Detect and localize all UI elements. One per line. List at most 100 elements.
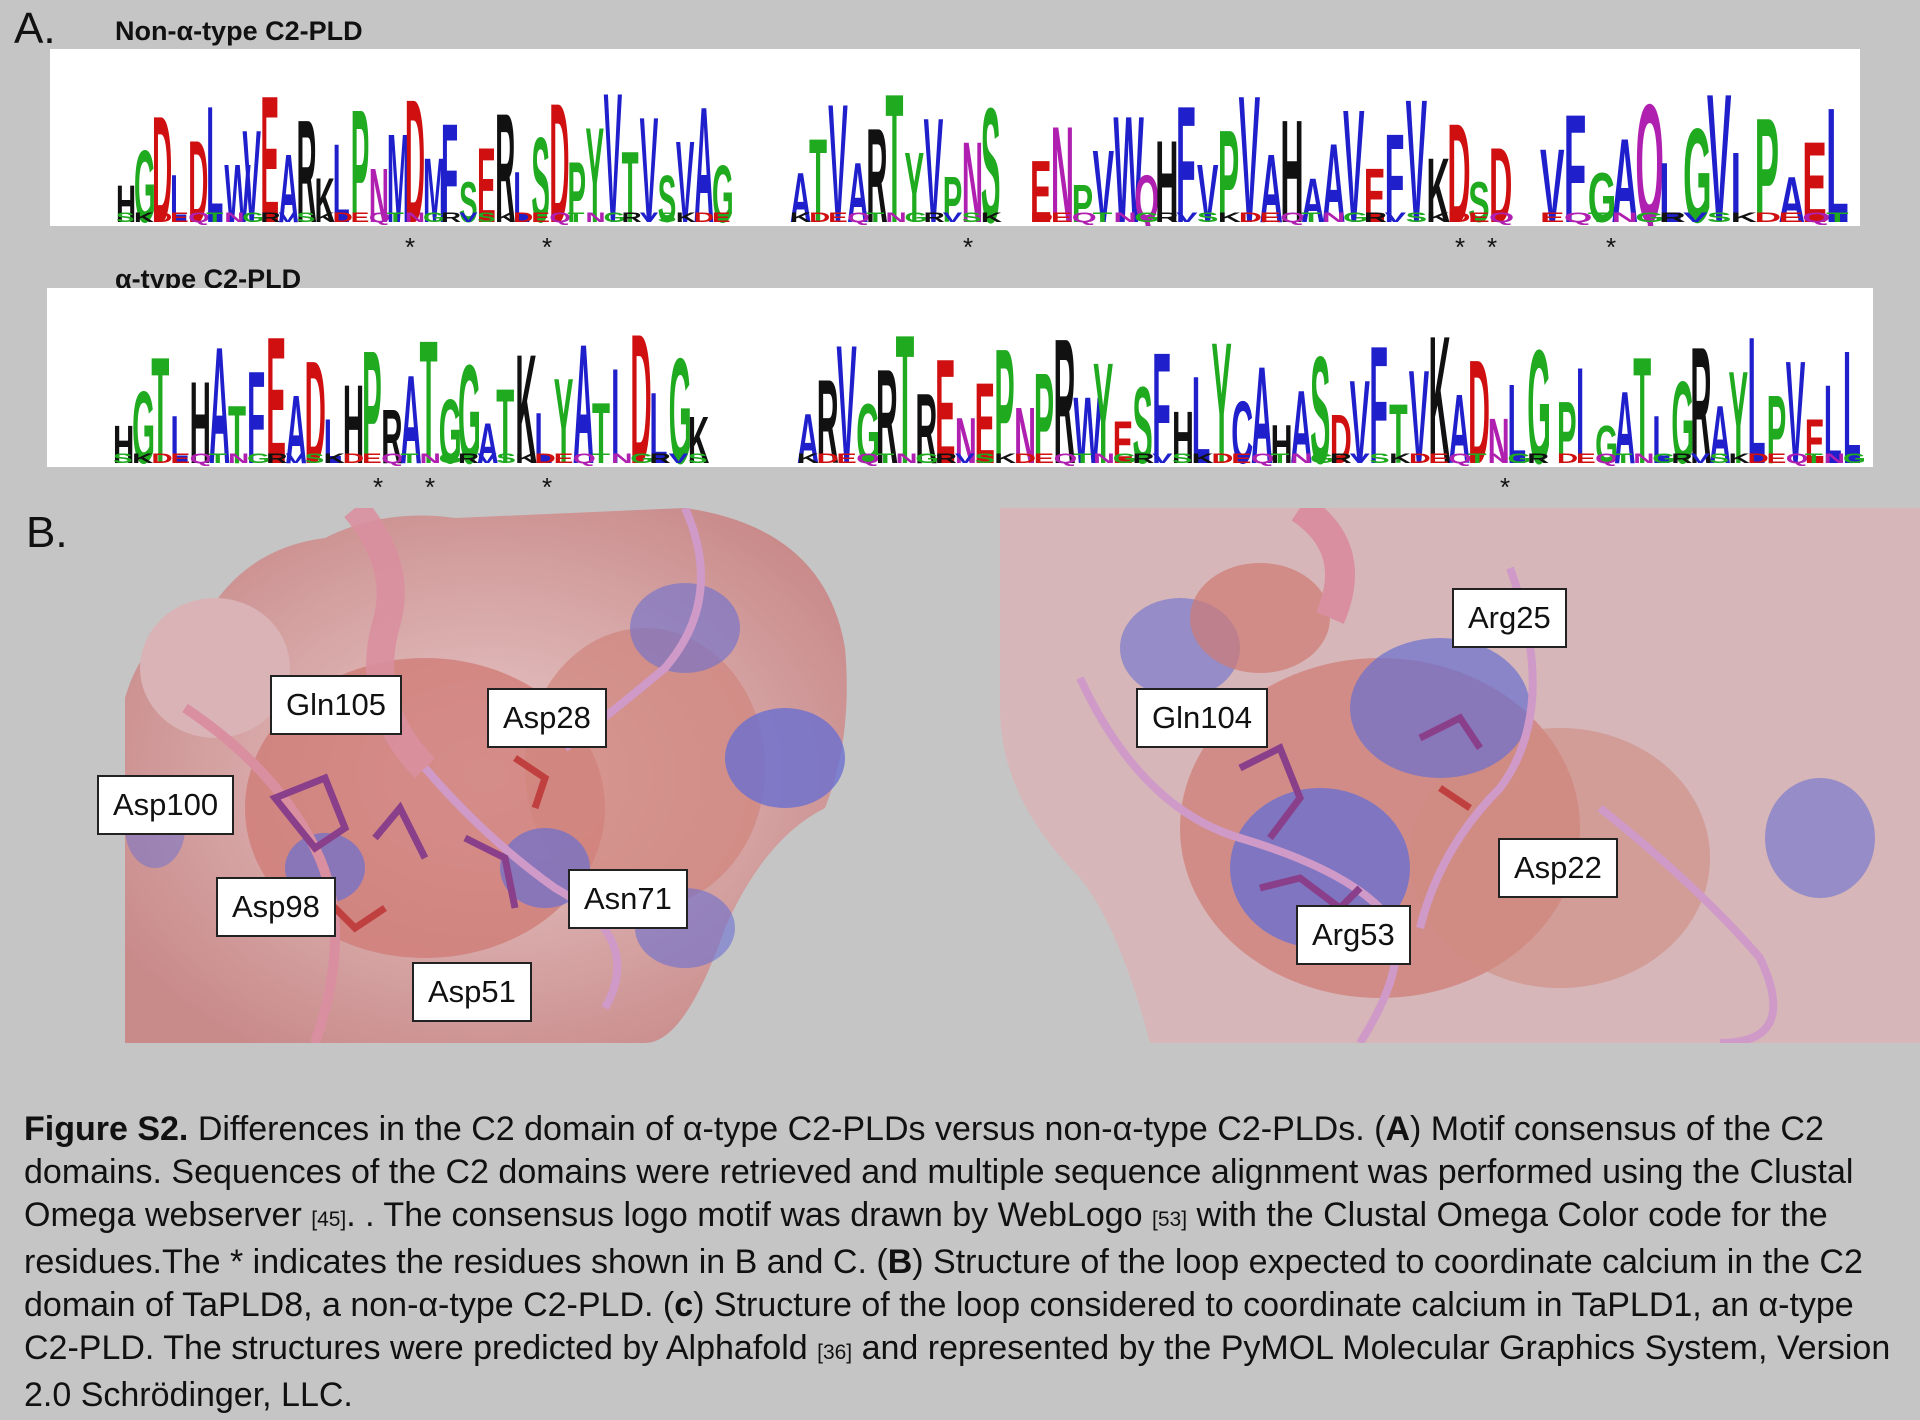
logo-residue: H	[1280, 91, 1303, 226]
logo-residue-minor: N	[1633, 450, 1654, 466]
logo-residue-minor: T	[567, 209, 585, 225]
logo-residue: G	[1527, 316, 1551, 467]
logo-residue-minor: S	[1197, 210, 1218, 225]
logo-residue: R	[915, 372, 937, 467]
logo-residue: A	[1251, 339, 1273, 467]
logo-residue: L	[1652, 403, 1670, 467]
logo-residue: Q	[1635, 69, 1664, 226]
logo-residue: V	[1239, 58, 1260, 226]
logo-residue-minor: G	[905, 209, 928, 225]
logo-residue: A	[694, 74, 714, 226]
logo-residue: L	[206, 73, 223, 226]
logo-residue: V	[924, 87, 944, 226]
logo-residue-minor: E	[1260, 210, 1281, 225]
logo-residue-minor: V	[477, 450, 497, 466]
logo-residue: N	[1488, 406, 1510, 467]
logo1-title: Non-α-type C2-PLD	[115, 16, 363, 46]
residue-label-gln105: Gln105	[270, 675, 402, 735]
logo-residue-minor: G	[604, 209, 626, 225]
logo-residue: N	[1014, 390, 1036, 467]
logo-residue-minor: E	[1576, 450, 1596, 466]
logo-residue-minor: E	[836, 451, 856, 466]
logo-residue-minor: Q	[1489, 210, 1514, 225]
logo-residue-minor: K	[797, 451, 819, 466]
logo-residue-minor: K	[134, 209, 154, 225]
residue-label-asp98: Asp98	[216, 877, 336, 937]
logo-residue-minor: K	[790, 209, 812, 225]
logo-residue: V	[1409, 343, 1429, 467]
logo-residue: A	[285, 376, 306, 467]
logo-residue: P	[1218, 104, 1239, 226]
logo-residue: E	[1364, 151, 1385, 226]
logo-residue: V	[242, 104, 261, 226]
logo-residue-minor: K	[1218, 210, 1241, 225]
logo-residue: T	[885, 56, 903, 226]
logo-residue-minor: N	[420, 450, 441, 466]
logo-residue: D	[630, 297, 651, 467]
logo-residue-minor: R	[1364, 210, 1387, 225]
logo-residue: T	[1633, 327, 1651, 467]
logo-residue-minor: G	[1134, 210, 1159, 225]
logo-residue: V	[1093, 130, 1115, 226]
residue-label-asp22: Asp22	[1498, 838, 1618, 898]
logo-residue: T	[809, 113, 827, 226]
logo-residue-minor: D	[1447, 210, 1470, 225]
logo-residue: P	[994, 314, 1014, 467]
logo-residue-minor: K	[1427, 210, 1450, 225]
logo-residue-minor: D	[809, 209, 830, 225]
logo-residue-minor: V	[955, 451, 976, 466]
logo-residue: H	[190, 359, 211, 467]
logo-residue: A	[1778, 164, 1804, 226]
logo-residue: T	[1389, 389, 1408, 467]
logo-residue: L	[1843, 317, 1861, 467]
logo-residue-minor: S	[305, 450, 325, 466]
logo-residue-minor: K	[324, 450, 346, 466]
logo-residue: A	[209, 314, 230, 467]
logo-residue: F	[247, 344, 265, 467]
logo-residue: G	[669, 328, 692, 467]
logo-residue-minor: G	[247, 450, 270, 466]
logo-residue-minor: N	[405, 209, 425, 225]
logo-residue: A	[1301, 165, 1324, 226]
logo-residue-minor: G	[1652, 450, 1675, 466]
logo-residue-minor: N	[224, 209, 244, 225]
residue-label-asp51: Asp51	[412, 962, 532, 1022]
logo-residue: S	[981, 73, 1001, 226]
logo-residue-minor: V	[1176, 210, 1198, 225]
logo-residue-minor: T	[400, 450, 418, 466]
star-marker: *	[373, 472, 384, 502]
logo-residue: C	[1231, 384, 1253, 467]
logo-residue: H	[343, 363, 364, 467]
logo-residue: T	[622, 131, 639, 226]
logo-residue: V	[1786, 331, 1806, 467]
logo-residue-minor: K	[495, 209, 515, 225]
logo-residue-minor: K	[676, 209, 696, 225]
residue-label-arg53: Arg53	[1296, 905, 1411, 965]
logo-residue: E	[1805, 408, 1825, 467]
logo-residue-minor: V	[1683, 209, 1708, 225]
logo-residue: Y	[586, 99, 605, 226]
logo-residue: F	[1369, 311, 1388, 467]
logo-residue: A	[573, 308, 594, 467]
logo-residue: S	[1133, 364, 1153, 467]
residue-label-asp28: Asp28	[487, 688, 607, 748]
logo-residue-minor: E	[1034, 451, 1054, 466]
logo-residue: E	[477, 125, 496, 226]
logo-residue: L	[170, 403, 188, 467]
logo-residue: K	[515, 321, 536, 467]
logo-residue-minor: T	[1614, 450, 1632, 466]
logo-residue-minor: N	[885, 209, 906, 225]
logo-residue: H	[1271, 415, 1293, 467]
logo-residue-minor: S	[1369, 451, 1389, 466]
logo-residue-minor: D	[343, 450, 364, 466]
logo-residue-minor: K	[132, 450, 154, 466]
logo-residue: S	[459, 170, 478, 226]
logo-residue: F	[1564, 82, 1586, 226]
star-marker: *	[1606, 232, 1617, 262]
logo-residue: N	[369, 153, 389, 226]
logo-residue: V	[1343, 76, 1364, 226]
logo-residue: L	[535, 398, 553, 467]
logo-residue-minor: N	[1824, 450, 1845, 466]
logo-residue: P	[362, 317, 382, 467]
